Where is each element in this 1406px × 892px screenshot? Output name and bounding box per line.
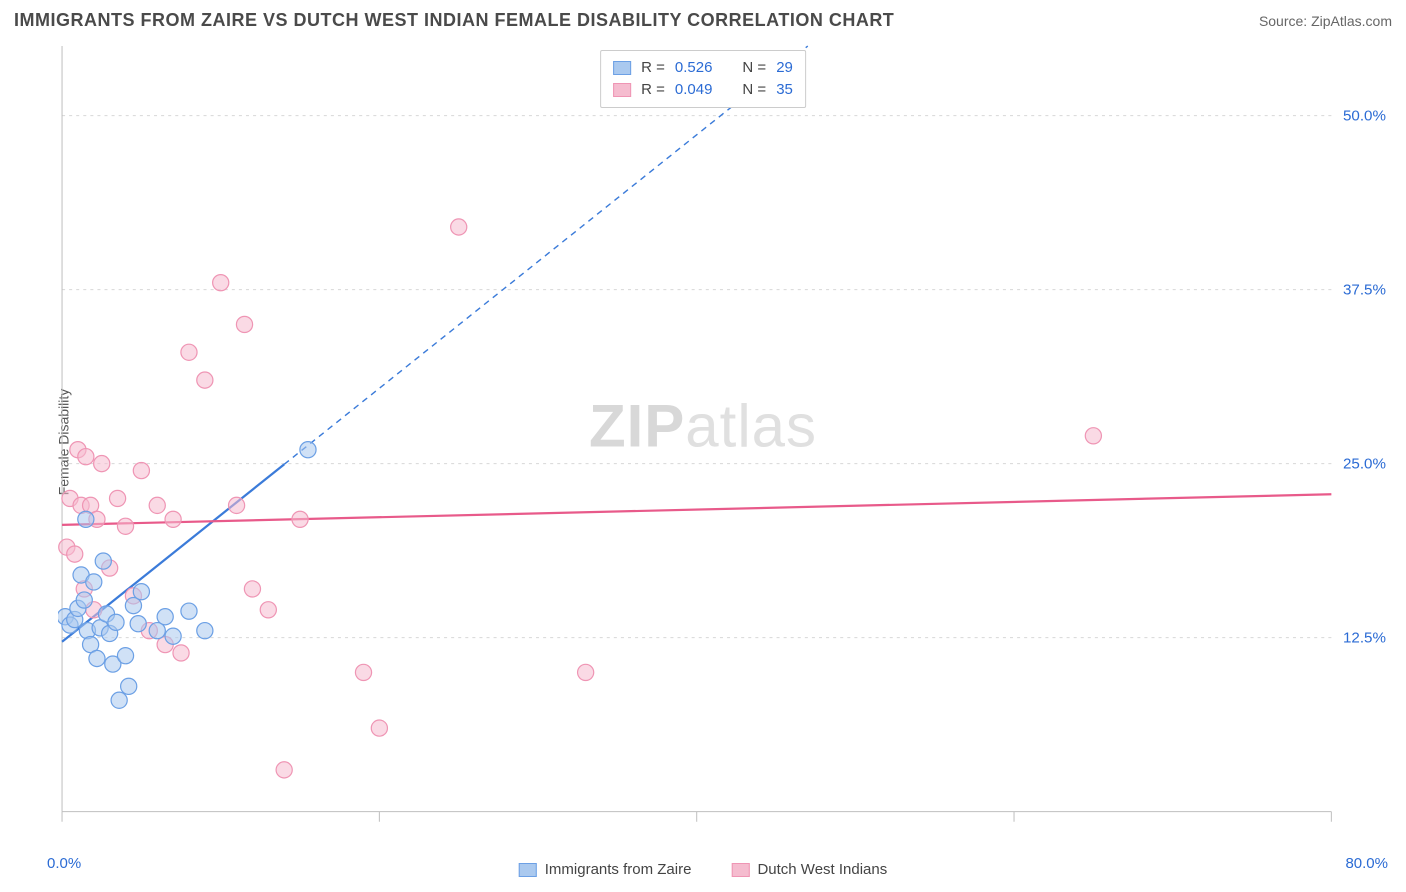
legend-swatch-zaire-icon <box>519 863 537 877</box>
svg-text:50.0%: 50.0% <box>1343 108 1386 125</box>
legend-swatch-zaire <box>613 61 631 75</box>
axes <box>62 46 1331 822</box>
tick-labels: 12.5% 25.0% 37.5% 50.0% <box>1343 108 1386 647</box>
n-label: N = <box>742 79 766 101</box>
svg-text:12.5%: 12.5% <box>1343 630 1386 647</box>
source-name: ZipAtlas.com <box>1311 13 1392 29</box>
legend-swatch-dutch-icon <box>731 863 749 877</box>
gridlines <box>62 116 1331 638</box>
legend-swatch-dutch <box>613 83 631 97</box>
correlation-legend: R = 0.526 N = 29 R = 0.049 N = 35 <box>600 50 806 108</box>
n-value-zaire: 29 <box>776 57 793 79</box>
legend-label-dutch: Dutch West Indians <box>757 861 887 878</box>
legend-item-dutch: Dutch West Indians <box>731 861 887 878</box>
legend-row-zaire: R = 0.526 N = 29 <box>613 57 793 79</box>
x-axis-max-label: 80.0% <box>1345 855 1388 872</box>
chart-title: IMMIGRANTS FROM ZAIRE VS DUTCH WEST INDI… <box>14 10 894 31</box>
legend-row-dutch: R = 0.049 N = 35 <box>613 79 793 101</box>
svg-text:37.5%: 37.5% <box>1343 282 1386 299</box>
legend-label-zaire: Immigrants from Zaire <box>545 861 692 878</box>
legend-item-zaire: Immigrants from Zaire <box>519 861 692 878</box>
chart-area: Female Disability ZIPatlas 12.5%25.0%37.… <box>14 42 1392 842</box>
scatter-plot: 12.5% 25.0% 37.5% 50.0% <box>58 42 1392 842</box>
source-prefix: Source: <box>1259 13 1311 29</box>
r-value-zaire: 0.526 <box>675 57 713 79</box>
r-value-dutch: 0.049 <box>675 79 713 101</box>
trend-lines <box>62 46 1331 642</box>
x-axis-min-label: 0.0% <box>47 855 81 872</box>
n-value-dutch: 35 <box>776 79 793 101</box>
series-legend: Immigrants from Zaire Dutch West Indians <box>519 861 888 878</box>
scatter-points <box>58 219 1101 778</box>
svg-text:25.0%: 25.0% <box>1343 456 1386 473</box>
r-label: R = <box>641 57 665 79</box>
chart-source: Source: ZipAtlas.com <box>1259 13 1392 29</box>
r-label: R = <box>641 79 665 101</box>
chart-header: IMMIGRANTS FROM ZAIRE VS DUTCH WEST INDI… <box>0 0 1406 37</box>
n-label: N = <box>742 57 766 79</box>
